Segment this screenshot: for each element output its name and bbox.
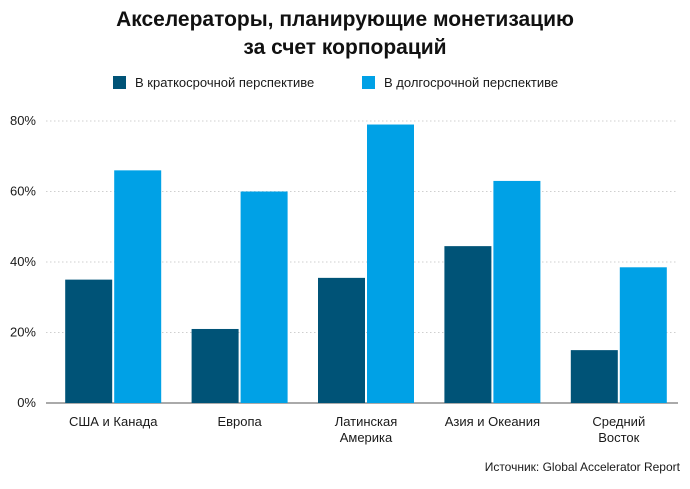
legend: В краткосрочной перспективе В долгосрочн… [0,75,690,95]
legend-swatch-long-term [362,76,375,89]
bar-short-term [65,279,113,403]
chart-title: Акселераторы, планирующие монетизацию за… [0,6,690,62]
bar-short-term [444,246,492,403]
bar-long-term [619,267,667,403]
x-category-label: Средний [592,414,645,429]
chart-title-line-2: за счет корпораций [243,36,447,59]
y-tick-label: 20% [10,325,36,340]
x-category-label: Азия и Океания [445,414,540,429]
x-category-label: Восток [598,430,639,445]
y-tick-label: 80% [10,113,36,128]
bar-short-term [191,328,239,403]
y-tick-label: 0% [17,395,36,410]
x-category-label: Америка [340,430,393,445]
source-note: Источник: Global Accelerator Report [484,460,680,474]
y-tick-label: 60% [10,184,36,199]
x-category-label: США и Канада [69,414,158,429]
bar-short-term [318,277,365,403]
legend-swatch-short-term [113,76,126,89]
bar-short-term [570,350,618,403]
bar-long-term [114,170,162,403]
legend-label-long-term: В долгосрочной перспективе [384,75,559,90]
bar-long-term [367,124,414,404]
chart-title-line-1: Акселераторы, планирующие монетизацию [116,8,574,31]
bar-long-term [493,180,541,403]
legend-label-short-term: В краткосрочной перспективе [135,75,315,90]
y-tick-label: 40% [10,254,36,269]
legend-item-short-term: В краткосрочной перспективе [113,75,314,90]
x-category-label: Латинская [335,414,398,429]
legend-item-long-term: В долгосрочной перспективе [362,75,558,90]
bar-long-term [240,191,288,403]
x-category-label: Европа [217,414,262,429]
